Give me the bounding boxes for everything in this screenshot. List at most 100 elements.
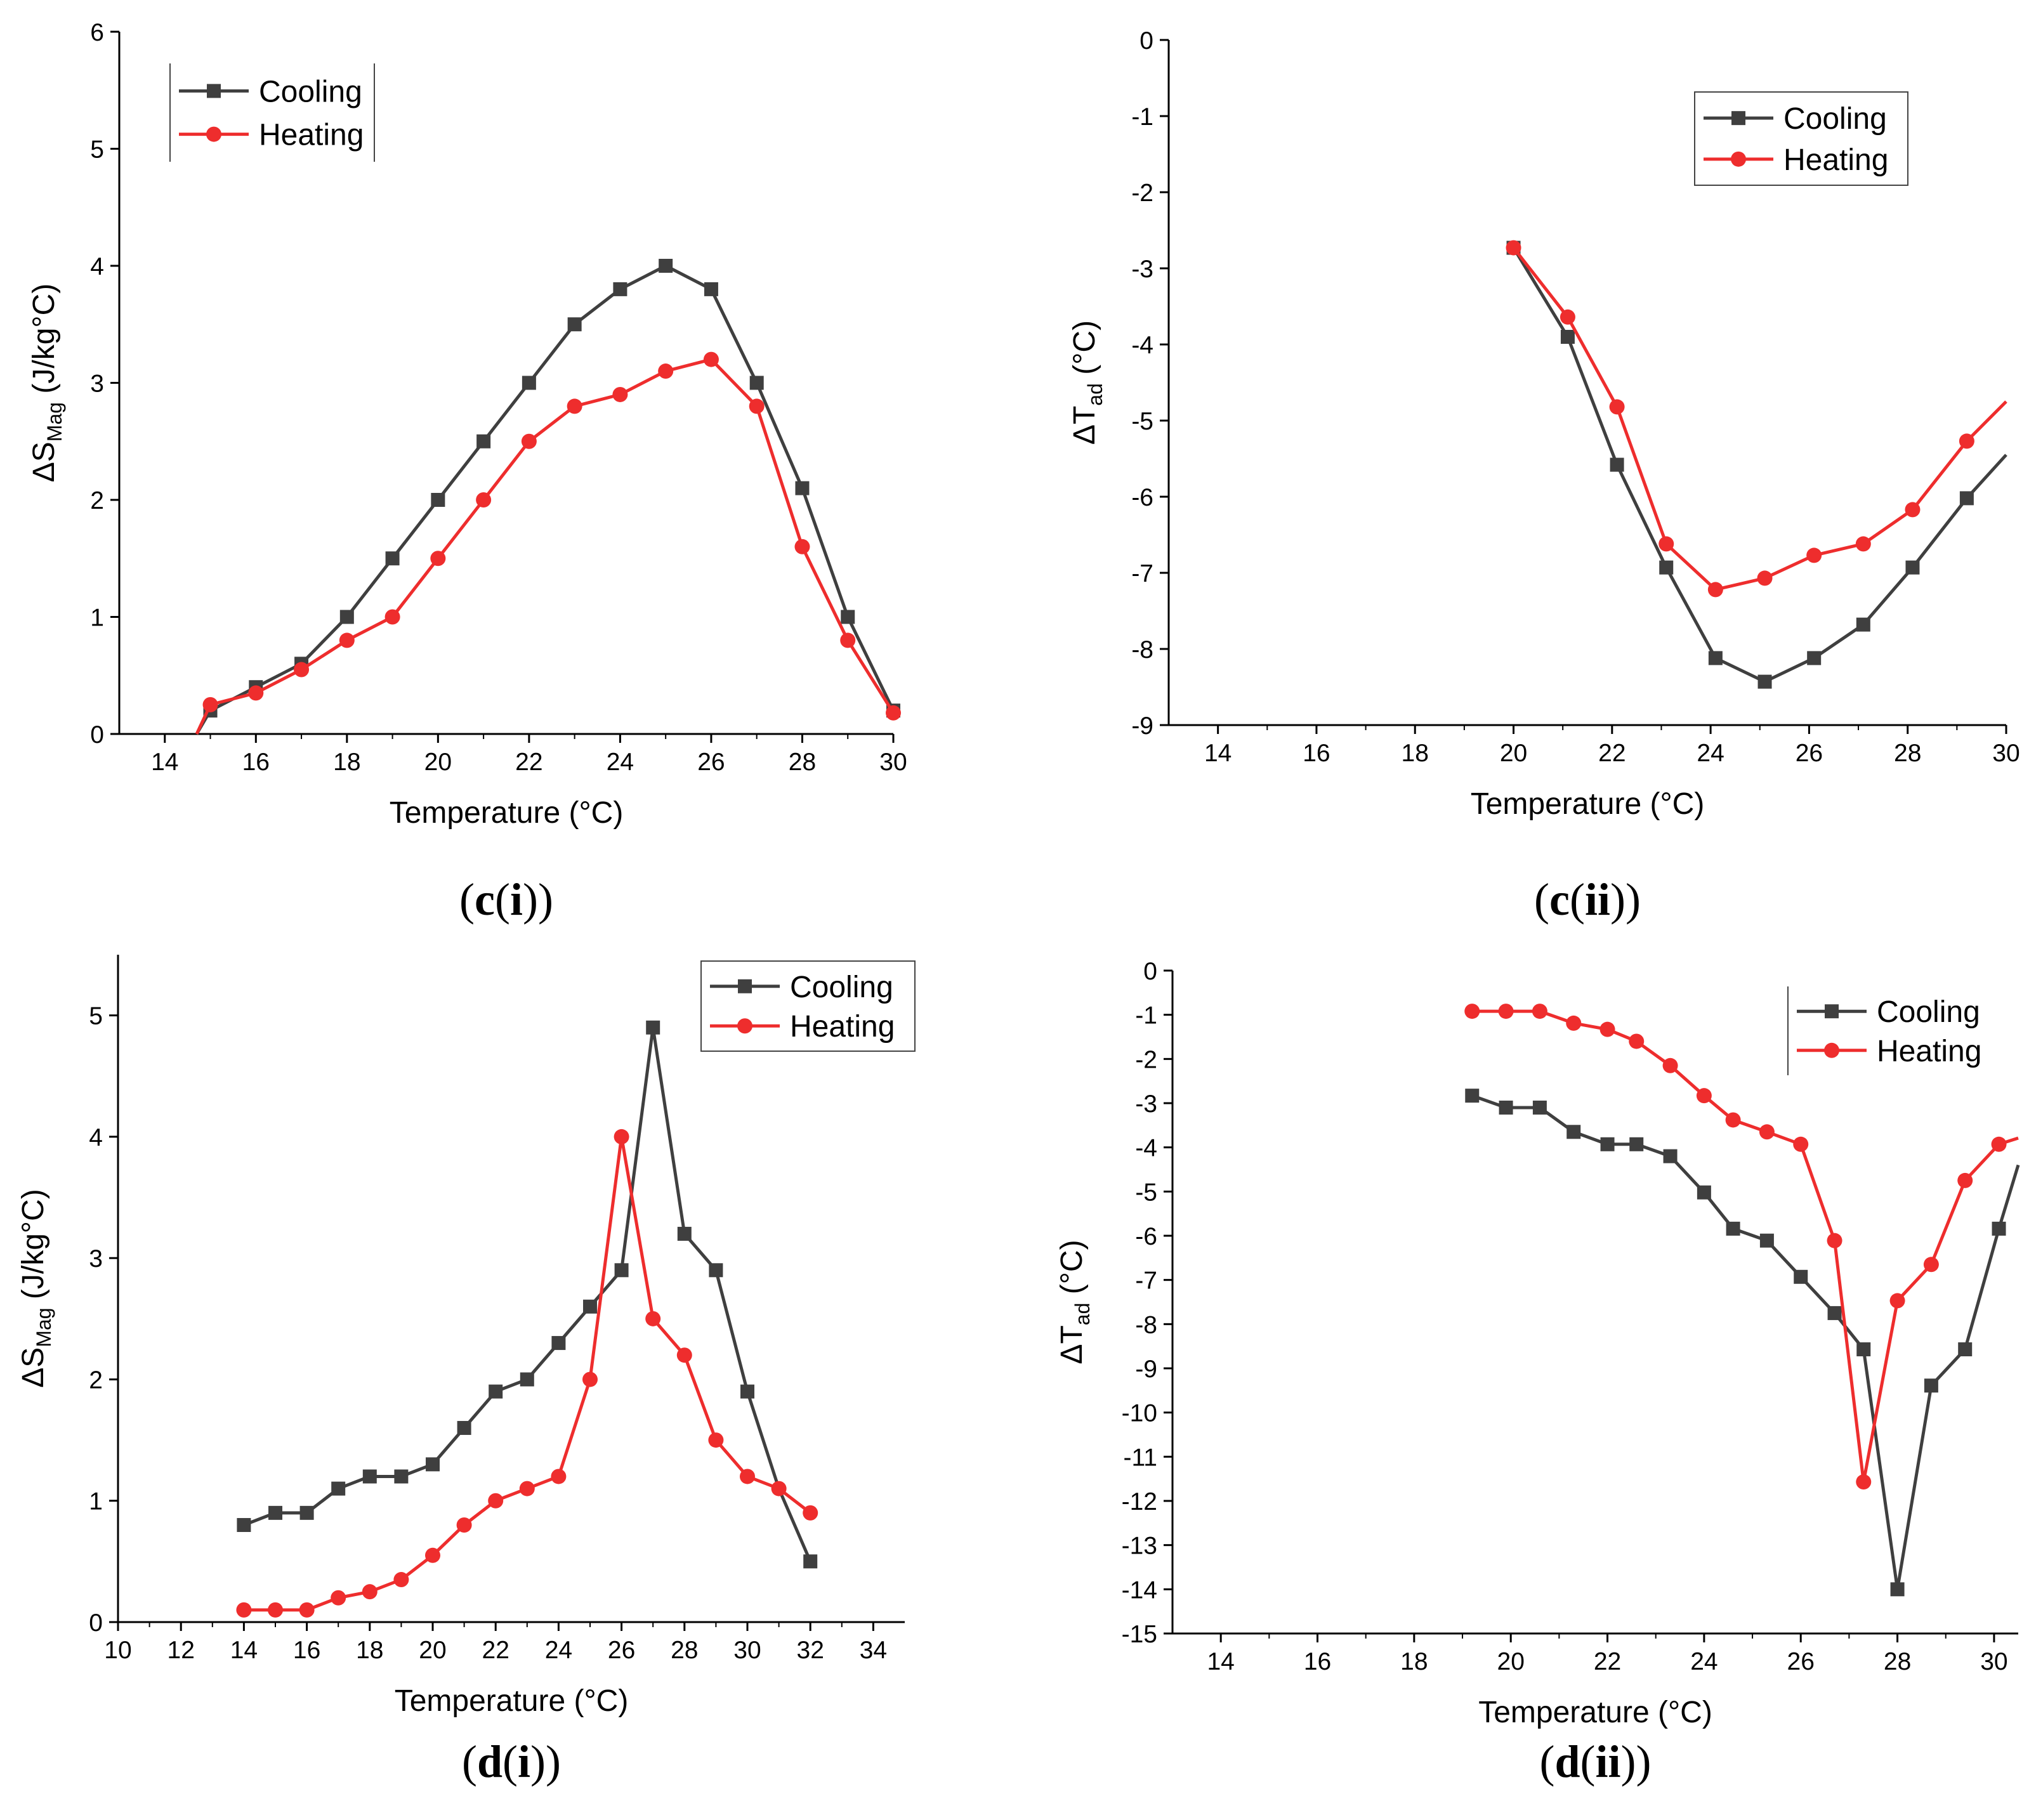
data-point-cooling [299, 1505, 314, 1520]
x-tick-label: 10 [104, 1637, 131, 1664]
y-axis-title-subscript: ad [1071, 1303, 1094, 1326]
data-point-cooling [1794, 1269, 1808, 1284]
data-point-heating [339, 632, 355, 648]
data-point-cooling [268, 1505, 282, 1520]
data-point-cooling [331, 1481, 346, 1496]
x-tick-label: 16 [293, 1637, 320, 1664]
legend-marker-heating [1824, 1042, 1839, 1058]
data-point-heating [1923, 1257, 1939, 1273]
y-tick-label: 6 [90, 19, 104, 46]
data-point-cooling [567, 317, 582, 332]
x-tick-label: 12 [167, 1637, 195, 1664]
x-tick-label: 24 [545, 1637, 572, 1664]
y-tick-label: -8 [1135, 1311, 1157, 1339]
data-point-heating [248, 685, 264, 701]
y-tick-label: -6 [1131, 484, 1153, 511]
x-tick-label: 22 [482, 1637, 509, 1664]
data-point-cooling [740, 1384, 754, 1399]
data-point-cooling [476, 434, 491, 448]
data-point-cooling [426, 1457, 440, 1472]
y-axis-title-main: ΔS [16, 1347, 50, 1388]
legend-marker-cooling [207, 84, 221, 98]
plot-area [1506, 240, 2007, 689]
caption-bold-part: ii [1596, 1736, 1621, 1787]
plot-area [1464, 1004, 2020, 1597]
legend: Cooling Heating [1694, 91, 1908, 186]
data-point-heating [1599, 1021, 1615, 1037]
legend: Cooling Heating [1787, 986, 1981, 1075]
x-tick-label: 26 [1787, 1648, 1815, 1675]
y-tick-label: 2 [90, 487, 104, 514]
x-tick-label: 30 [879, 749, 907, 776]
data-point-heating [425, 1547, 440, 1563]
data-point-heating [1957, 1172, 1973, 1188]
y-tick-label: 4 [89, 1124, 103, 1151]
data-point-cooling [520, 1372, 534, 1387]
caption-bold-part: c [1549, 874, 1570, 925]
y-tick-label: -1 [1135, 1002, 1157, 1030]
x-tick-label: 14 [1204, 740, 1231, 767]
data-point-heating [488, 1493, 504, 1509]
chart-c-ii: 14 16 18 20 22 24 26 28 30 0 -1 -2 -3 -4 -5 -6 -7 -8 -9 Tem… [1068, 27, 2020, 925]
y-tick-label: 4 [90, 253, 104, 280]
x-tick-label: 14 [1207, 1648, 1234, 1675]
x-tick-label: 28 [789, 749, 816, 776]
data-point-heating [582, 1372, 598, 1387]
x-tick-label: 34 [860, 1637, 887, 1664]
legend-frame [700, 960, 916, 1052]
data-point-heating [749, 398, 765, 414]
data-point-heating [299, 1602, 315, 1618]
chart-c-i: 14 16 18 20 22 24 26 28 30 0 1 2 3 4 5 6 Temperature (°C… [27, 19, 907, 925]
caption-bold-part: c [475, 874, 495, 925]
data-point-heating [803, 1505, 818, 1521]
data-point-cooling [677, 1226, 692, 1241]
data-point-heating [1696, 1088, 1712, 1104]
y-tick-label: 3 [90, 370, 104, 398]
x-tick-label: 22 [515, 749, 542, 776]
data-point-heating [1560, 309, 1575, 325]
data-point-cooling [431, 493, 445, 507]
data-point-cooling [457, 1420, 471, 1435]
data-point-cooling [339, 610, 354, 624]
data-point-cooling [1600, 1137, 1615, 1151]
data-point-heating [1629, 1033, 1645, 1049]
panel-caption: (d(ii)) [1540, 1736, 1652, 1787]
y-axis-title-subscript: ad [1084, 383, 1107, 406]
data-point-cooling [1610, 457, 1624, 472]
y-tick-label: -3 [1135, 1090, 1157, 1118]
data-point-cooling [1827, 1306, 1842, 1320]
data-point-heating [362, 1584, 378, 1600]
x-tick-label: 24 [1697, 740, 1724, 767]
x-tick-label: 28 [1884, 1648, 1911, 1675]
y-axis-title: ΔTad (°C) [1068, 320, 1107, 445]
chart-d-i: 10 12 14 16 18 20 22 24 26 28 30 32 34012345Temperat… [16, 955, 916, 1787]
legend-label-cooling: Cooling [1877, 995, 1980, 1029]
data-point-cooling [613, 282, 627, 296]
caption-bold-part: i [510, 874, 523, 925]
x-tick-label: 30 [1980, 1648, 2007, 1675]
y-tick-label: -4 [1135, 1135, 1157, 1162]
plot-area [236, 1020, 818, 1618]
x-tick-label: 28 [671, 1637, 698, 1664]
legend: Cooling Heating [169, 63, 375, 162]
panel-caption: (c(ii)) [1534, 874, 1641, 925]
x-tick-label: 20 [419, 1637, 446, 1664]
caption-bold-part: ii [1585, 874, 1610, 925]
data-point-heating [521, 433, 537, 449]
data-point-heating [740, 1469, 755, 1484]
data-point-cooling [803, 1554, 818, 1569]
data-point-heating [1827, 1233, 1842, 1248]
x-axis-title: Temperature (°C) [395, 1684, 629, 1718]
data-point-heating [331, 1590, 346, 1606]
y-tick-label: 1 [90, 605, 104, 632]
x-tick-label: 18 [333, 749, 360, 776]
data-point-heating [1609, 399, 1625, 415]
data-point-heating [294, 662, 310, 678]
data-point-cooling [1959, 491, 1974, 506]
legend: Cooling Heating [700, 960, 916, 1052]
x-axis-title: Temperature (°C) [1478, 1696, 1712, 1729]
data-point-cooling [1532, 1100, 1547, 1115]
data-point-cooling [646, 1020, 660, 1035]
data-point-cooling [1465, 1089, 1480, 1103]
x-axis-title: Temperature (°C) [1471, 787, 1705, 821]
